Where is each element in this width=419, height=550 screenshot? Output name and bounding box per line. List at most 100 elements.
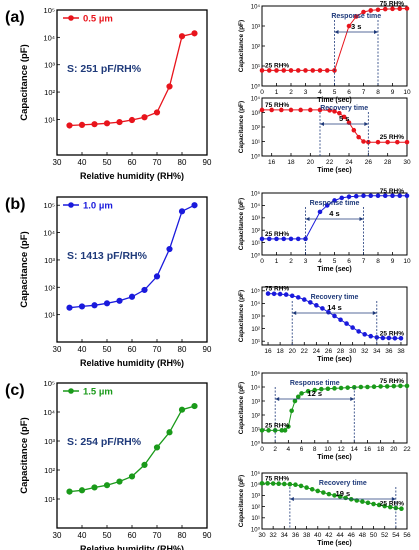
x-tick-label: 40 xyxy=(78,531,87,540)
data-point xyxy=(397,193,403,199)
x-tick-label: 48 xyxy=(359,532,367,539)
data-point xyxy=(337,494,343,499)
x-tick-label: 50 xyxy=(103,531,112,540)
data-point xyxy=(353,193,359,199)
data-point xyxy=(371,384,377,390)
data-point xyxy=(153,109,161,116)
data-point xyxy=(308,300,313,305)
x-tick-label: 10 xyxy=(403,89,411,96)
data-point xyxy=(371,501,376,507)
y-tick-label: 10⁰ xyxy=(251,83,261,90)
data-point xyxy=(346,194,352,200)
data-point xyxy=(391,383,397,389)
y-tick-label: 10¹ xyxy=(44,495,55,504)
x-tick-label: 28 xyxy=(337,348,345,355)
data-point xyxy=(266,428,271,433)
x-tick-label: 90 xyxy=(203,531,212,540)
data-point xyxy=(376,502,382,508)
chart-c-main: 30 40 50 60 70 80 90 10¹ 10² 10³ 10⁴ 10⁵ Relative hu… xyxy=(5,379,212,550)
data-point xyxy=(266,68,272,73)
data-point xyxy=(390,193,395,199)
x-tick-label: 7 xyxy=(362,258,366,265)
y-tick-label: 10⁵ xyxy=(44,201,55,210)
x-tick-label: 70 xyxy=(153,158,162,167)
data-point xyxy=(386,335,392,341)
x-tick-label: 44 xyxy=(336,532,344,539)
x-tick-label: 20 xyxy=(307,159,315,166)
x-tick-label: 16 xyxy=(264,348,272,355)
x-tick-label: 60 xyxy=(128,345,137,354)
data-point xyxy=(387,504,393,510)
data-point xyxy=(178,33,186,40)
bracket-value: 4 s xyxy=(329,209,339,218)
data-point xyxy=(269,107,274,113)
data-point xyxy=(397,6,403,12)
arrow-head-left xyxy=(320,122,324,126)
y-tick-label: 10⁴ xyxy=(251,203,261,210)
data-point xyxy=(384,384,390,389)
y-tick-label: 10⁰ xyxy=(251,153,261,160)
data-point xyxy=(382,503,387,509)
x-axis-title: Time (sec) xyxy=(317,356,352,363)
data-point xyxy=(178,208,186,215)
data-point xyxy=(166,245,173,253)
data-point xyxy=(404,383,410,389)
data-point xyxy=(265,481,270,486)
y-tick-label: 10¹ xyxy=(251,516,260,522)
x-tick-label: 2 xyxy=(273,446,277,453)
data-point xyxy=(382,193,388,199)
data-point xyxy=(270,481,276,486)
arrow-head-left xyxy=(305,217,310,221)
bracket-value: 12 s xyxy=(307,389,322,398)
rh-label-start: 75 RH% xyxy=(265,102,289,109)
x-tick-label: 36 xyxy=(292,532,300,539)
y-tick-label: 10⁵ xyxy=(251,370,261,377)
x-tick-label: 40 xyxy=(78,345,87,354)
data-point xyxy=(404,139,410,145)
arrow-head-left xyxy=(334,30,339,34)
y-tick-label: 10⁰ xyxy=(251,440,261,447)
x-tick-label: 8 xyxy=(313,446,317,453)
x-axis-title: Time (sec) xyxy=(317,167,352,174)
data-point xyxy=(337,110,342,116)
data-point xyxy=(128,116,136,124)
x-tick-label: 10 xyxy=(403,258,411,265)
data-point xyxy=(390,6,395,12)
x-tick-label: 7 xyxy=(362,89,366,96)
x-tick-label: 46 xyxy=(348,532,356,539)
data-point xyxy=(259,481,265,486)
x-tick-label: 18 xyxy=(377,446,385,453)
y-tick-label: 10⁵ xyxy=(44,379,55,388)
plot-frame xyxy=(56,196,208,343)
y-tick-label: 10² xyxy=(251,413,260,419)
x-tick-label: 40 xyxy=(314,532,322,539)
rh-label-start: 75 RH% xyxy=(265,286,289,293)
data-point xyxy=(375,193,381,199)
data-point xyxy=(259,107,265,113)
data-point xyxy=(116,478,123,485)
data-point xyxy=(380,335,386,341)
bracket-title: Response time xyxy=(331,13,381,20)
data-point xyxy=(305,388,311,394)
data-point xyxy=(274,236,279,242)
data-point xyxy=(128,293,136,300)
x-tick-label: 24 xyxy=(313,348,321,355)
data-point xyxy=(288,107,294,113)
data-point xyxy=(375,7,381,13)
x-tick-label: 30 xyxy=(258,532,266,539)
data-point xyxy=(281,68,287,73)
x-tick-label: 0 xyxy=(260,446,264,453)
x-axis-title: Time (sec) xyxy=(317,454,352,461)
data-point xyxy=(271,291,277,297)
sensitivity-annotation: S: 254 pF/RH% xyxy=(67,436,142,448)
x-axis-title: Time (sec) xyxy=(317,266,352,273)
x-axis-title: Time (sec) xyxy=(317,97,352,104)
panel-label: (c) xyxy=(5,382,25,399)
x-tick-label: 30 xyxy=(53,158,62,167)
y-tick-label: 10² xyxy=(251,125,260,131)
data-point xyxy=(259,236,265,242)
chart-c-resp: 0 2 4 6 8 10 12 14 16 18 20 22 10⁰ 10¹ 10² 10³ 10⁴ 10⁵ Tim… xyxy=(238,370,411,461)
data-point xyxy=(332,493,337,498)
data-point xyxy=(319,386,324,392)
